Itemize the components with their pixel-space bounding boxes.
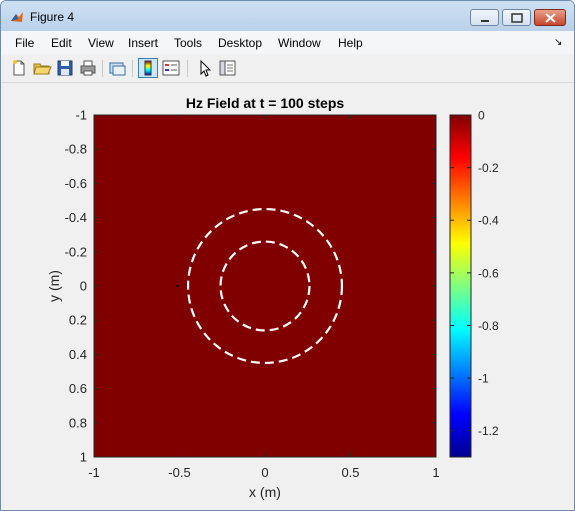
insert-legend-icon[interactable]: [161, 58, 181, 78]
insert-colorbar-icon[interactable]: [138, 58, 158, 78]
x-tick-label: 1: [432, 465, 439, 480]
y-tick-label: 0.2: [69, 313, 87, 328]
minimize-button[interactable]: [470, 9, 499, 26]
menu-desktop[interactable]: Desktop: [218, 36, 263, 50]
x-tick-label: -1: [88, 465, 100, 480]
dock-arrow-icon[interactable]: ↘: [554, 37, 563, 48]
x-tick-label: 0: [261, 465, 268, 480]
print-icon[interactable]: [78, 58, 98, 78]
plot-title: Hz Field at t = 100 steps: [186, 95, 345, 111]
menu-window[interactable]: Window: [278, 36, 321, 50]
open-file-icon[interactable]: [32, 58, 52, 78]
menu-view[interactable]: View: [88, 36, 114, 50]
menu-insert[interactable]: Insert: [128, 36, 159, 50]
menu-help[interactable]: Help: [338, 36, 363, 50]
title-bar[interactable]: Figure 4: [1, 1, 574, 31]
y-tick-label: -0.2: [65, 244, 87, 259]
new-figure-icon[interactable]: [9, 58, 29, 78]
colorbar-tick-label: -0.4: [478, 214, 499, 228]
colorbar-tick-label: -0.2: [478, 161, 499, 175]
menu-tools[interactable]: Tools: [174, 36, 203, 50]
figure-toolbar: [1, 55, 574, 83]
save-icon[interactable]: [55, 58, 75, 78]
show-plot-tools-icon[interactable]: [217, 58, 237, 78]
boundary-circle-outer: [186, 207, 344, 365]
y-tick-label: -0.4: [65, 210, 87, 225]
y-tick-label: -1: [75, 108, 87, 123]
menu-edit[interactable]: Edit: [51, 36, 72, 50]
maximize-button[interactable]: [502, 9, 531, 26]
close-button[interactable]: [534, 9, 566, 26]
matlab-logo-icon: [11, 12, 23, 22]
window-title: Figure 4: [30, 10, 75, 24]
y-tick-label: -0.8: [65, 142, 87, 157]
edit-plot-pointer-icon[interactable]: [195, 58, 215, 78]
colorbar-tick-label: -1: [478, 372, 489, 386]
y-tick-label: 0.4: [69, 347, 87, 362]
y-axis-label: y (m): [46, 270, 62, 302]
toolbar-separator: [102, 60, 103, 77]
x-tick-label: -0.5: [168, 465, 190, 480]
y-tick-label: -0.6: [65, 176, 87, 191]
x-tick-label: 0.5: [341, 465, 359, 480]
y-tick-label: 0.8: [69, 415, 87, 430]
y-tick-label: 1: [80, 450, 87, 465]
menu-file[interactable]: File: [15, 36, 35, 50]
colorbar-tick-label: -1.2: [478, 424, 499, 438]
colorbar-tick-label: 0: [478, 109, 485, 123]
colorbar: [449, 114, 472, 458]
colorbar-tick-label: -0.6: [478, 266, 499, 280]
x-axis-label: x (m): [249, 484, 281, 500]
heatmap-field: [94, 115, 436, 457]
figure-canvas[interactable]: -1 -0.5 0 0.5 1-1-0.8-0.6-0.4-0.200.20.40.60…: [1, 83, 574, 510]
toolbar-separator: [132, 60, 133, 77]
menu-bar: File Edit View Insert Tools Desktop Wind…: [1, 31, 574, 54]
y-tick-label: 0.6: [69, 381, 87, 396]
boundary-circle-inner: [219, 240, 311, 332]
colorbar-tick-label: -0.8: [478, 319, 499, 333]
toolbar-separator: [187, 60, 188, 77]
link-plot-icon[interactable]: [107, 58, 127, 78]
y-tick-label: 0: [80, 279, 87, 294]
source-marker: [176, 284, 179, 288]
